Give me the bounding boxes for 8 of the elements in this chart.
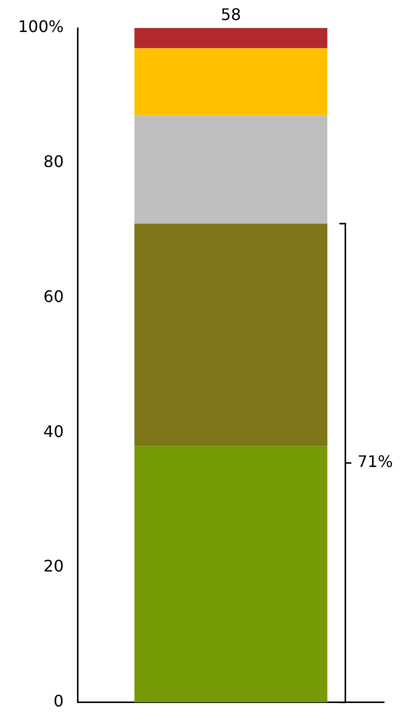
text: 58 <box>220 5 242 24</box>
y-tick-label: 0 <box>54 692 64 711</box>
y-tick-label: 100% <box>18 17 64 36</box>
y-tick-label: 80 <box>43 152 64 172</box>
y-tick-label: 40 <box>43 422 64 441</box>
text: 71% <box>357 452 393 472</box>
y-tick-label: 60 <box>43 286 64 306</box>
y-tick-label: 20 <box>43 556 64 576</box>
